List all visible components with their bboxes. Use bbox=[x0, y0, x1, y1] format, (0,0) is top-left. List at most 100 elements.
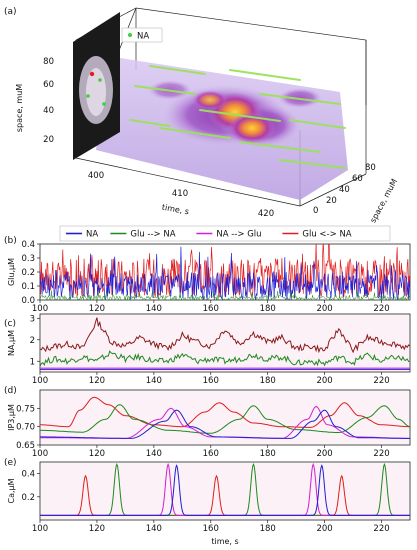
y-tick-label: 0.2 bbox=[21, 493, 35, 503]
x-tick-label: 180 bbox=[260, 524, 276, 534]
x-tick-label: 140 bbox=[146, 449, 162, 459]
x-tick-label: 220 bbox=[373, 524, 389, 534]
series-glu-na bbox=[40, 396, 410, 428]
panel-a-zticks: 0 20 40 60 80 bbox=[313, 163, 376, 216]
y-tick-label: 0.4 bbox=[21, 240, 35, 250]
panel-a-xtick: 410 bbox=[172, 189, 188, 199]
y-tick-label: 0.4 bbox=[21, 470, 35, 480]
panel-a-ytick: 80 bbox=[43, 57, 54, 67]
panels-2d: (b) 100 120 140 160 180 200 220 0.0 0.1 0.2 0.3 0.4 G… bbox=[4, 225, 411, 546]
series-glu-na-trace bbox=[40, 244, 410, 298]
panel-a-legend-label: NA bbox=[137, 32, 149, 42]
panel-a-cell-image bbox=[79, 56, 113, 124]
plot-shade bbox=[41, 463, 409, 519]
series-glu-to-na-trace bbox=[40, 290, 410, 300]
plot-series bbox=[40, 396, 410, 439]
x-axis-label: time, s bbox=[211, 537, 238, 546]
panel-a-ztick: 40 bbox=[339, 185, 350, 195]
x-tick-label: 160 bbox=[203, 376, 219, 386]
x-tick-label: 160 bbox=[203, 524, 219, 534]
x-tick-label: 180 bbox=[260, 449, 276, 459]
x-tick-label: 180 bbox=[260, 304, 276, 314]
panel-e: (e) 100 120 140 160 180 200 220 0.2 0.4 Ca,μM time,… bbox=[4, 458, 411, 546]
panel-a-zlabel: space, muM bbox=[368, 177, 399, 224]
y-tick-label: 2 bbox=[30, 336, 35, 346]
panel-a-ytick: 60 bbox=[43, 80, 54, 90]
panel-a-activity bbox=[148, 80, 322, 147]
panel-a-ztick: 60 bbox=[352, 174, 363, 184]
y-tick-label: 0.70 bbox=[16, 423, 35, 433]
x-tick-label: 120 bbox=[89, 524, 105, 534]
plot-frame bbox=[39, 389, 411, 446]
legend-label: NA --> Glu bbox=[216, 230, 261, 240]
x-tick-label: 100 bbox=[32, 524, 48, 534]
y-tick-label: 1 bbox=[30, 357, 35, 367]
panel-a: (a) bbox=[4, 7, 399, 224]
x-tick-label: 120 bbox=[89, 449, 105, 459]
plot-series bbox=[40, 244, 410, 300]
panel-a-ztick: 20 bbox=[326, 196, 337, 206]
x-tick-label: 200 bbox=[316, 376, 332, 386]
x-tick-label: 100 bbox=[32, 304, 48, 314]
x-tick-label: 120 bbox=[89, 304, 105, 314]
plot-frame bbox=[39, 313, 411, 373]
panel-label: (b) bbox=[4, 236, 17, 246]
y-axis-label: Ca,μM bbox=[7, 478, 16, 503]
panel-b: (b) 100 120 140 160 180 200 220 0.0 0.1 0.2 0.3 0.4 G… bbox=[4, 225, 411, 314]
x-tick-label: 220 bbox=[373, 376, 389, 386]
series-glu-na bbox=[40, 317, 410, 354]
x-tick-label: 100 bbox=[32, 449, 48, 459]
panel-a-label: (a) bbox=[4, 7, 17, 17]
panel-a-xlabel: time, s bbox=[161, 203, 189, 217]
series-na bbox=[40, 464, 410, 516]
y-tick-label: 0.0 bbox=[21, 296, 35, 306]
panel-a-yticks: 20 40 60 80 bbox=[43, 57, 54, 145]
x-tick-label: 160 bbox=[203, 304, 219, 314]
y-tick-label: 0.3 bbox=[21, 254, 35, 264]
y-tick-label: 3 bbox=[30, 314, 35, 324]
panel-a-xtick: 400 bbox=[88, 171, 104, 181]
series-glu-na bbox=[40, 350, 410, 367]
panel-a-ztick: 0 bbox=[313, 206, 318, 216]
x-tick-label: 140 bbox=[146, 524, 162, 534]
x-tick-label: 200 bbox=[316, 449, 332, 459]
series-na bbox=[40, 409, 410, 439]
panel-c: (c) 100 120 140 160 180 200 220 1 2 3 NA,μM bbox=[4, 313, 411, 386]
y-axis-label: IP3,μM bbox=[7, 404, 16, 431]
x-tick-label: 140 bbox=[146, 376, 162, 386]
legend: NA Glu --> NA NA --> Glu Glu <-> NA bbox=[59, 225, 391, 242]
plot-series bbox=[40, 317, 410, 370]
legend-box bbox=[59, 225, 391, 242]
y-axis-label: Glu,μM bbox=[7, 258, 16, 286]
panel-label: (e) bbox=[4, 458, 17, 468]
plot-frame bbox=[39, 461, 411, 521]
legend-label: NA bbox=[86, 230, 98, 240]
panel-a-ylabel: space, muM bbox=[15, 84, 24, 132]
panel-a-ztick: 80 bbox=[365, 163, 376, 173]
x-tick-label: 200 bbox=[316, 304, 332, 314]
x-tick-label: 100 bbox=[32, 376, 48, 386]
legend-label: Glu --> NA bbox=[130, 230, 175, 240]
y-tick-label: 0.65 bbox=[16, 441, 35, 451]
x-tick-label: 160 bbox=[203, 449, 219, 459]
panel-a-ytick: 20 bbox=[43, 135, 54, 145]
x-tick-label: 200 bbox=[316, 524, 332, 534]
panel-a-xtick: 420 bbox=[258, 209, 274, 219]
panel-a-xticks: 400 410 420 bbox=[88, 171, 274, 219]
series-na-trace bbox=[40, 246, 410, 300]
x-tick-label: 220 bbox=[373, 304, 389, 314]
panel-a-ytick: 40 bbox=[43, 106, 54, 116]
legend-label: Glu <-> NA bbox=[302, 230, 351, 240]
panel-label: (c) bbox=[4, 319, 16, 329]
y-tick-label: 0.1 bbox=[21, 282, 35, 292]
panel-d: (d) 100 120 140 160 180 200 220 0.65 0.70 0.75IP3,… bbox=[4, 386, 411, 459]
panel-label: (d) bbox=[4, 386, 17, 396]
x-tick-label: 180 bbox=[260, 376, 276, 386]
x-tick-label: 120 bbox=[89, 376, 105, 386]
y-tick-label: 0.2 bbox=[21, 268, 35, 278]
panel-a-na-streaks bbox=[129, 65, 346, 169]
x-tick-label: 140 bbox=[146, 304, 162, 314]
panel-a-legend: NA bbox=[121, 27, 163, 43]
x-tick-label: 220 bbox=[373, 449, 389, 459]
plot-series bbox=[40, 462, 410, 516]
